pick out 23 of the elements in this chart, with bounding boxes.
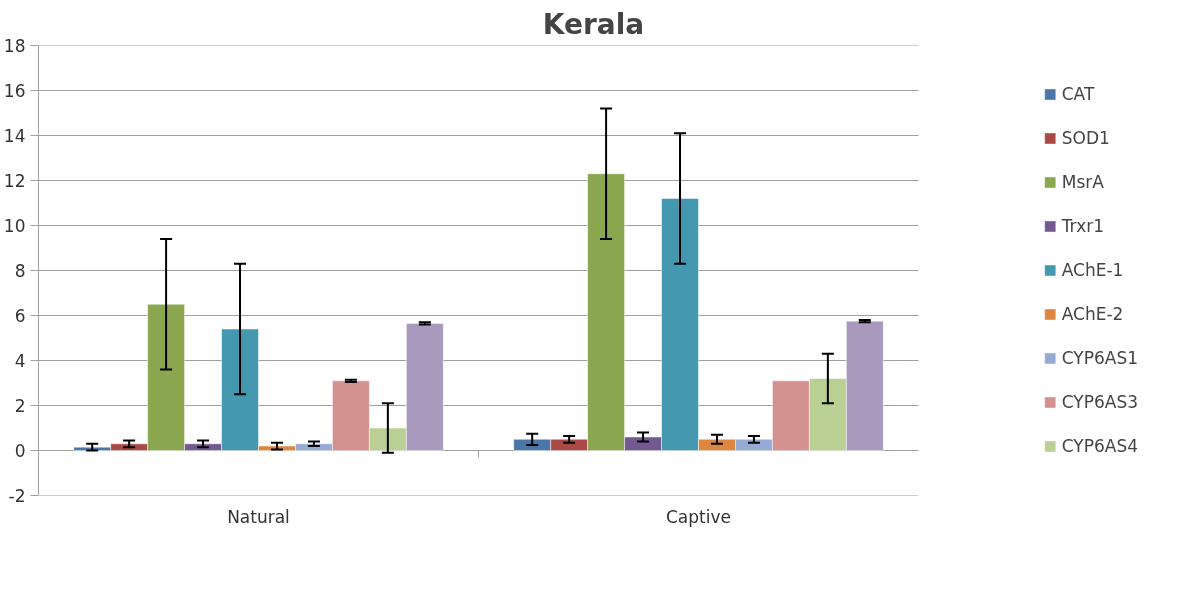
y-tick-label: 18 xyxy=(3,36,26,56)
legend-label: SOD1 xyxy=(1061,128,1110,148)
legend-label: CYP6AS4 xyxy=(1061,436,1138,456)
legend-label: MsrA xyxy=(1061,172,1104,192)
chart-title: Kerala xyxy=(542,7,645,41)
y-tick-label: 0 xyxy=(14,441,26,461)
legend-label: CYP6AS1 xyxy=(1061,348,1138,368)
x-tick-label: Captive xyxy=(666,506,732,527)
y-tick-label: 12 xyxy=(3,171,26,191)
legend-label: AChE-1 xyxy=(1061,260,1124,280)
y-tick-label: 8 xyxy=(14,261,26,281)
legend-label: AChE-2 xyxy=(1061,304,1124,324)
y-tick-label: 10 xyxy=(3,216,26,236)
y-tick-label: 4 xyxy=(14,351,26,371)
y-tick-label: 16 xyxy=(3,81,26,101)
y-tick-label: 14 xyxy=(3,126,26,146)
y-tick-label: -2 xyxy=(8,486,26,506)
y-tick-label: 2 xyxy=(14,396,26,416)
y-tick-label: 6 xyxy=(14,306,26,326)
x-tick-label: Natural xyxy=(227,506,290,527)
legend-label: CAT xyxy=(1061,84,1095,104)
legend-label: Trxr1 xyxy=(1061,216,1105,236)
legend-label: CYP6AS3 xyxy=(1061,392,1138,412)
